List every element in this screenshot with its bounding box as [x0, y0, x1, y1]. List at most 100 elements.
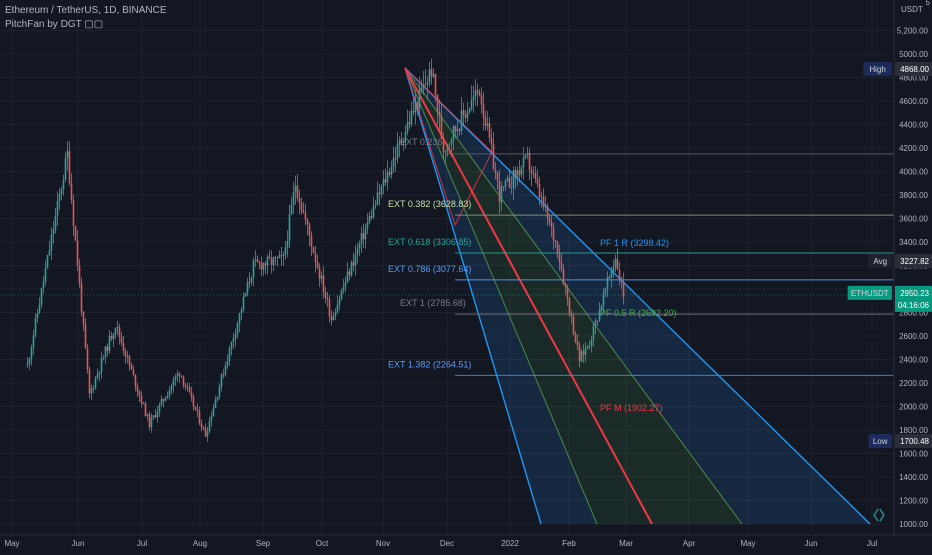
candle-body [284, 247, 287, 255]
candle-body [204, 427, 207, 437]
candle-body [42, 281, 45, 288]
candle-body [38, 304, 41, 314]
candle-body [124, 351, 127, 357]
candle-body [214, 399, 217, 408]
candle-body [448, 143, 451, 145]
fan-median-line [404, 67, 653, 525]
candle-body [290, 204, 293, 215]
candle-body [282, 254, 285, 256]
candle-body [82, 311, 85, 324]
high-tag-label: High [869, 65, 885, 74]
month-label: May [4, 539, 19, 548]
candle-body [102, 357, 105, 359]
candle-body [130, 365, 133, 370]
last-price-tag-value-box [895, 285, 932, 312]
candle-body [84, 323, 87, 349]
candle-body [210, 416, 213, 421]
candle-body [566, 287, 569, 300]
candle-body [494, 169, 497, 173]
candle-body [410, 110, 413, 124]
candle-body [554, 239, 557, 242]
candle-body [60, 189, 63, 195]
candle-body [452, 126, 455, 140]
candle-body [310, 235, 313, 248]
candle-body [526, 153, 529, 155]
fan-inner-lower-line [404, 67, 598, 525]
month-label: Jun [72, 539, 85, 548]
candle-body [586, 346, 589, 348]
candle-body [184, 385, 187, 387]
candle-body [518, 170, 521, 175]
candle-body [424, 84, 427, 86]
candle-body [474, 90, 477, 97]
price-tick-label: 2800.00 [899, 309, 928, 318]
last-price-tag-countdown: 04:16:06 [898, 301, 930, 310]
month-label: Nov [376, 539, 390, 548]
price-tick-label: 2200.00 [899, 379, 928, 388]
last-price-tag-label: ETHUSDT [851, 289, 889, 298]
candle-body [350, 262, 353, 276]
pf-m-label: PF M (1902.27) [600, 403, 663, 413]
candle-body [422, 84, 425, 90]
candle-body [558, 254, 561, 263]
candle-body [374, 204, 377, 206]
candle-body [52, 229, 55, 235]
candle-body [194, 406, 197, 410]
candle-body [480, 95, 483, 105]
candle-body [498, 180, 501, 203]
candle-body [388, 172, 391, 175]
candle-body [76, 240, 79, 266]
candle-body [482, 104, 485, 118]
candle-body [30, 347, 33, 359]
high-tag: High 4868.00 [863, 62, 932, 76]
candle-body [178, 373, 181, 376]
currency-label: USDT [901, 5, 923, 14]
candle-body [50, 234, 53, 251]
candle-body [466, 112, 469, 118]
candle-body [450, 139, 453, 144]
candle-body [134, 374, 137, 387]
candle-body [90, 388, 93, 394]
candle-body [232, 338, 235, 342]
candle-body [208, 420, 211, 432]
candle-body [216, 396, 219, 400]
candle-body [294, 185, 297, 193]
candle-body [550, 222, 553, 227]
candle-body [168, 390, 171, 396]
candle-body [416, 101, 419, 110]
candle-body [322, 275, 325, 293]
candle-body [604, 288, 607, 293]
candle-body [70, 183, 73, 200]
candle-body [342, 286, 345, 291]
candle-body [568, 299, 571, 315]
candle-body [212, 407, 215, 417]
low-tag-value: 1700.48 [900, 437, 929, 446]
indicator-settings-icon[interactable]: ▢▢ [84, 19, 104, 30]
candle-body [240, 309, 243, 314]
candles [26, 58, 625, 442]
candle-body [514, 170, 517, 178]
avg-tag-label: Avg [873, 257, 887, 266]
fan-inner-upper-line [404, 67, 743, 525]
candle-body [96, 374, 99, 379]
candle-body [530, 169, 533, 174]
price-tick-label: 4000.00 [899, 168, 928, 177]
candle-body [618, 269, 621, 280]
price-tick-label: 3600.00 [899, 215, 928, 224]
price-tick-label: 5000.00 [899, 50, 928, 59]
ext-label: EXT 0.382 (3628.83) [388, 199, 471, 209]
candle-body [98, 372, 101, 375]
candle-body [280, 255, 283, 257]
candle-body [404, 131, 407, 143]
candle-body [510, 187, 513, 189]
candle-body [560, 262, 563, 270]
month-label: Jul [867, 539, 877, 548]
pitchfork-handle [404, 67, 493, 227]
candle-body [132, 369, 135, 375]
candle-body [246, 282, 249, 294]
candle-body [358, 243, 361, 249]
candle-body [218, 386, 221, 397]
